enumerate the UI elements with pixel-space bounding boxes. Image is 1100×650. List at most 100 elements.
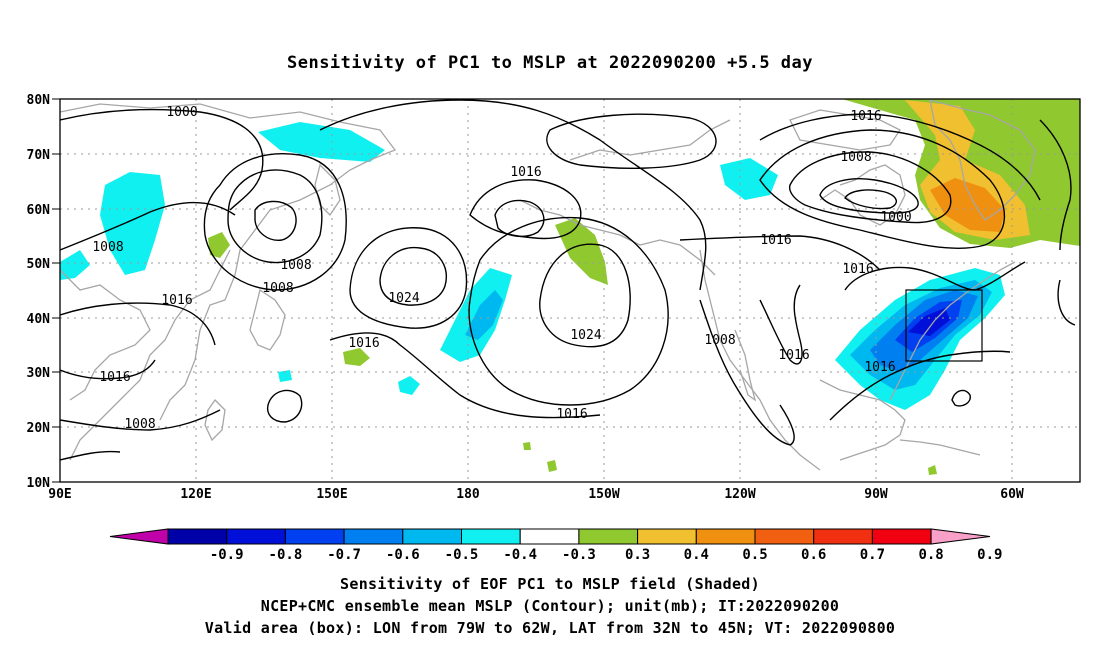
colorbar-segment bbox=[519, 528, 580, 545]
lat-tick-label: 60N bbox=[27, 203, 51, 218]
valid-area-box bbox=[905, 289, 983, 362]
contour-990-low-ne-asia bbox=[254, 200, 297, 241]
coast-na-east bbox=[889, 261, 1016, 401]
coast-asia-north bbox=[60, 103, 397, 421]
mslp-contours bbox=[60, 99, 1076, 461]
negative-sensitivity-asia-small bbox=[60, 250, 90, 280]
colorbar-max-arrow bbox=[930, 528, 991, 545]
coast-gulf bbox=[819, 379, 906, 461]
colorbar-label: -0.3 bbox=[562, 547, 596, 563]
contour-1016-small-high bbox=[494, 199, 545, 238]
colorbar-segment bbox=[284, 528, 345, 545]
coast-asia-interior bbox=[60, 269, 151, 401]
lat-tick-label: 10N bbox=[27, 476, 51, 491]
graticule bbox=[60, 99, 1080, 482]
negative-sensitivity-pacific-mid bbox=[465, 290, 503, 340]
colorbar-segment bbox=[871, 528, 932, 545]
positive-sensitivity-pacific-ne bbox=[555, 218, 608, 285]
contour-label: 1008 bbox=[92, 240, 123, 255]
colorbar-segment bbox=[813, 528, 873, 545]
negative-sensitivity-small2 bbox=[278, 370, 292, 382]
coast-caribbean bbox=[899, 439, 981, 456]
coast-kamchatka bbox=[314, 163, 341, 217]
colorbar-segment bbox=[754, 528, 815, 545]
figure-title: Sensitivity of PC1 to MSLP at 2022090200… bbox=[287, 53, 813, 73]
colorbar-label: 0.8 bbox=[918, 547, 943, 563]
coastlines bbox=[60, 99, 1036, 471]
colorbar-segment bbox=[402, 528, 462, 545]
contour-1020-w bbox=[379, 246, 447, 306]
colorbar-label: -0.8 bbox=[269, 547, 303, 563]
coast-philippines bbox=[204, 398, 226, 442]
coast-alaska bbox=[519, 199, 716, 276]
caption-line-2: NCEP+CMC ensemble mean MSLP (Contour); u… bbox=[261, 597, 840, 615]
contour-label: 1016 bbox=[161, 293, 192, 308]
contour-1000-nw bbox=[60, 108, 264, 211]
contour-1008-low-ne-asia bbox=[203, 153, 347, 291]
contour-label: 1016 bbox=[510, 165, 541, 180]
contour-labels: 1000 1016 1008 1016 1016 1008 1000 1008 … bbox=[92, 105, 911, 432]
contour-atlantic-high bbox=[1057, 279, 1076, 326]
lat-axis: 80N 70N 60N 50N 40N 30N 20N 10N bbox=[27, 93, 60, 491]
negative-sensitivity-small1 bbox=[398, 376, 420, 395]
lon-axis: 90E 120E 150E 180 150W 120W 90W 60W bbox=[48, 487, 1024, 502]
map-area: 1000 1016 1008 1016 1016 1008 1000 1008 … bbox=[60, 99, 1080, 482]
contour-label: 1008 bbox=[840, 150, 871, 165]
positive-sensitivity-small3 bbox=[547, 460, 557, 472]
contour-1016-na bbox=[759, 284, 803, 365]
lon-tick-label: 180 bbox=[456, 487, 480, 502]
colorbar-label: 0.7 bbox=[860, 547, 885, 563]
lon-tick-label: 120W bbox=[724, 487, 755, 502]
lon-tick-label: 90W bbox=[864, 487, 888, 502]
contour-984-na-low bbox=[844, 189, 897, 210]
contour-atlantic-small bbox=[951, 389, 971, 407]
negative-sensitivity-asia bbox=[100, 172, 165, 275]
lat-tick-label: 50N bbox=[27, 257, 51, 272]
contour-1024-e bbox=[539, 243, 631, 348]
contour-east-greenland bbox=[1039, 119, 1072, 251]
contour-label: 1008 bbox=[704, 333, 735, 348]
colorbar-label: 0.3 bbox=[625, 547, 650, 563]
positive-sensitivity-small2 bbox=[343, 348, 370, 366]
contour-1008-sw bbox=[60, 450, 121, 461]
coast-alaska-north bbox=[569, 119, 731, 161]
lon-tick-label: 90E bbox=[48, 487, 71, 502]
lat-tick-label: 30N bbox=[27, 366, 51, 381]
positive-sensitivity-small4 bbox=[928, 465, 937, 475]
colorbar-label: 0.5 bbox=[742, 547, 767, 563]
contour-label: 1016 bbox=[556, 407, 587, 422]
contour-label: 1016 bbox=[864, 360, 895, 375]
colorbar: -0.9 -0.8 -0.7 -0.6 -0.5 -0.4 -0.3 0.3 0.4 0.5 0.6… bbox=[109, 528, 1002, 563]
contour-1000-low-ne-asia bbox=[227, 169, 323, 264]
lat-tick-label: 40N bbox=[27, 312, 51, 327]
lat-tick-label: 70N bbox=[27, 148, 51, 163]
contour-1016-asia-b bbox=[60, 359, 156, 380]
lon-tick-label: 150E bbox=[316, 487, 347, 502]
contour-1016-asia bbox=[60, 302, 216, 346]
colorbar-label: 0.6 bbox=[801, 547, 826, 563]
contour-1016-canada bbox=[679, 235, 881, 271]
contour-label: 1016 bbox=[850, 109, 881, 124]
caption-line-3: Valid area (box): LON from 79W to 62W, L… bbox=[205, 619, 895, 637]
lon-tick-label: 120E bbox=[180, 487, 211, 502]
coast-hudson bbox=[819, 164, 906, 226]
coast-na-west bbox=[699, 249, 821, 471]
contour-label: 1016 bbox=[760, 233, 791, 248]
contour-1008-na-w bbox=[699, 299, 795, 446]
colorbar-segment bbox=[637, 528, 697, 545]
contour-1024-w bbox=[349, 227, 468, 329]
colorbar-label: -0.7 bbox=[327, 547, 361, 563]
colorbar-segment bbox=[578, 528, 639, 545]
contour-label: 1008 bbox=[280, 258, 311, 273]
colorbar-label: -0.6 bbox=[386, 547, 420, 563]
colorbar-label: 0.9 bbox=[977, 547, 1002, 563]
contour-label: 1024 bbox=[570, 328, 601, 343]
contour-1000-na-low bbox=[788, 151, 952, 224]
colorbar-segment bbox=[343, 528, 404, 545]
contour-1016-sw bbox=[266, 389, 303, 423]
caption-line-1: Sensitivity of EOF PC1 to MSLP field (Sh… bbox=[340, 575, 760, 593]
contour-label: 1016 bbox=[778, 348, 809, 363]
coast-japan bbox=[249, 288, 286, 351]
contour-1008-na-low bbox=[759, 129, 1006, 249]
